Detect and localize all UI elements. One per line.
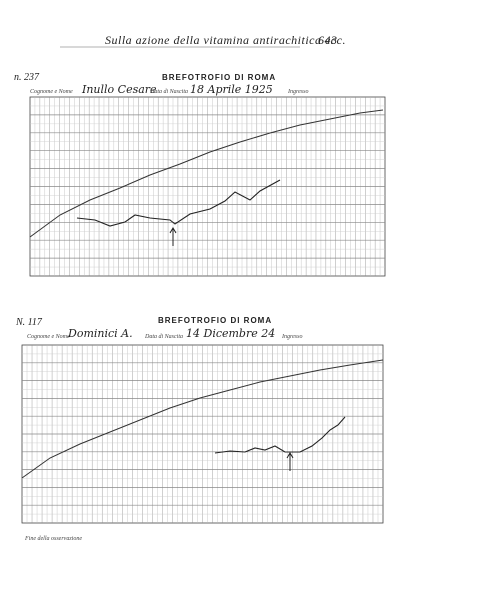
chart-title: BREFOTROFIO DI ROMA [158,316,273,325]
entry-label: Ingresso [288,89,309,95]
birth: 18 Aprile 1925 [190,83,273,96]
header-title: Sulla azione della vitamina antirachitic… [105,33,346,47]
entry-label: Ingresso [282,334,303,340]
name-label: Cognome e Nome [27,334,70,340]
arrow [286,452,294,471]
chart-title: BREFOTROFIO DI ROMA [162,73,277,82]
birth-label: Data di Nascita [150,89,189,95]
reference-curve [21,359,384,479]
birth-label: Data di Nascita [145,334,184,340]
weight-curve [214,416,346,454]
weight-curve [76,179,281,227]
name-label: Cognome e Nome [30,89,73,95]
chart-number: n. 237 [14,72,39,83]
chart-number: N. 117 [16,317,42,328]
name: Dominici A. [68,327,133,340]
arrow [169,227,177,246]
footer-note: Fine della osservazione [25,536,82,542]
reference-curve [29,109,384,238]
name: Inullo Cesare [82,83,157,96]
birth: 14 Dicembre 24 [186,327,276,340]
page-number: 643 [318,33,338,47]
